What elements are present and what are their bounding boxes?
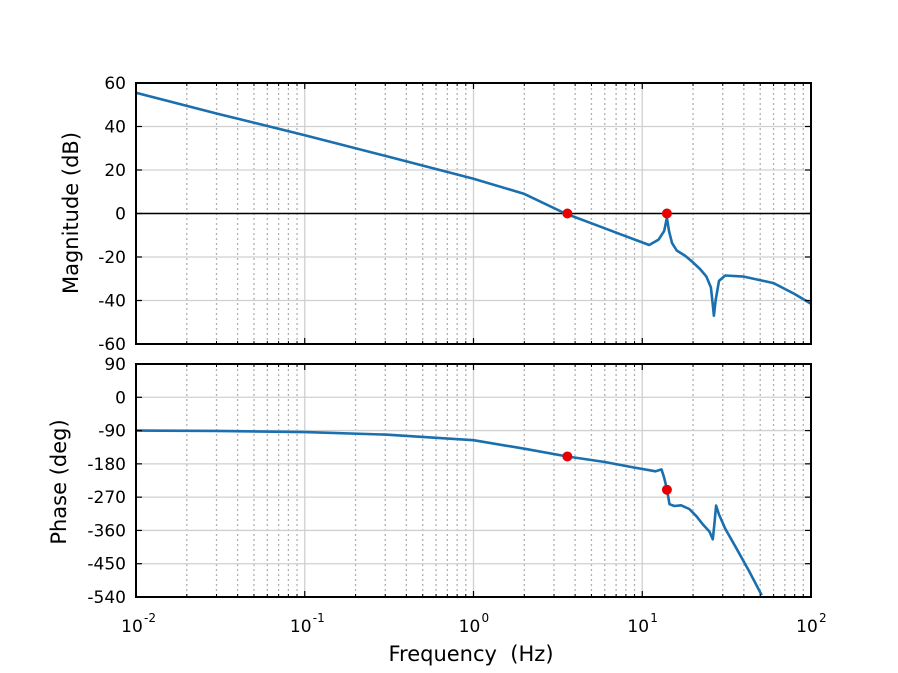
phase-crossover-marker	[562, 451, 573, 462]
mag-crossover-marker	[661, 208, 672, 219]
mag-y-tick-label: 60	[104, 74, 126, 94]
phase-y-tick-label: -180	[87, 455, 126, 475]
phase-y-tick-label: -270	[87, 488, 126, 508]
mag-y-tick-label: -20	[98, 248, 126, 268]
phase-y-tick-label: -540	[87, 588, 126, 608]
frequency-xlabel: Frequency (Hz)	[388, 642, 553, 666]
x-tick-label: 10	[290, 617, 312, 637]
x-tick-exponent: 0	[482, 611, 490, 625]
phase-y-tick-label: -360	[87, 521, 126, 541]
x-tick-exponent: 2	[819, 611, 827, 625]
mag-y-tick-label: 20	[104, 161, 126, 181]
phase-y-tick-label: 0	[115, 388, 126, 408]
mag-crossover-marker	[562, 208, 573, 219]
x-tick-label: 10	[459, 617, 481, 637]
x-tick-label: 10	[796, 617, 818, 637]
phase-ylabel: Phase (deg)	[47, 419, 71, 544]
x-tick-exponent: -2	[144, 611, 156, 625]
mag-y-tick-label: -40	[98, 292, 126, 312]
phase-crossover-marker	[661, 484, 672, 495]
phase-y-tick-label: -450	[87, 555, 126, 575]
mag-y-tick-label: 0	[115, 205, 126, 225]
mag-series-line	[136, 91, 811, 318]
phase-series-line	[136, 429, 763, 596]
phase-y-tick-label: -90	[98, 422, 126, 442]
magnitude-ylabel: Magnitude (dB)	[59, 132, 83, 294]
x-tick-exponent: -1	[313, 611, 325, 625]
phase-y-tick-label: 90	[104, 355, 126, 375]
magnitude-panel: -60 -40 -20 0 20 40 60	[98, 74, 812, 355]
mag-y-tick-label: 40	[104, 118, 126, 138]
x-tick-label: 10	[121, 617, 143, 637]
x-tick-label: 10	[627, 617, 649, 637]
x-tick-exponent: 1	[650, 611, 658, 625]
mag-y-tick-label: -60	[98, 335, 126, 355]
